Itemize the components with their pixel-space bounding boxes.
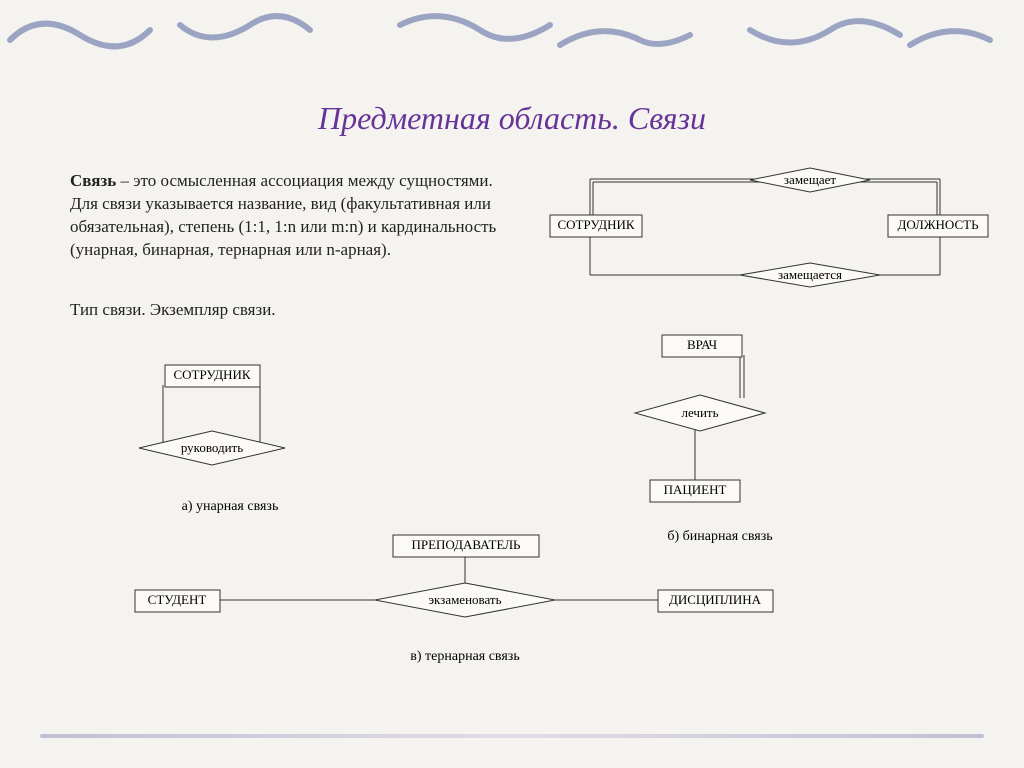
entity-discipline: ДИСЦИПЛИНА [669, 592, 762, 607]
diagram-top: замещает замещается СОТРУДНИК ДОЛЖНОСТЬ [540, 165, 1000, 305]
caption-c: в) тернарная связь [410, 649, 519, 664]
rel-top-label: замещает [784, 172, 836, 187]
diagram-a: СОТРУДНИК руководить а) унарная связь [115, 355, 375, 535]
entity-position: ДОЛЖНОСТЬ [897, 217, 979, 232]
caption-a: а) унарная связь [182, 499, 279, 514]
entity-a: СОТРУДНИК [173, 367, 250, 382]
term-bold: Связь [70, 171, 116, 190]
term-text: – это осмысленная ассоциация между сущно… [70, 171, 496, 259]
decor-bottom [40, 734, 984, 738]
rel-bottom-label: замещается [778, 267, 842, 282]
entity-patient: ПАЦИЕНТ [664, 482, 727, 497]
entity-teacher: ПРЕПОДАВАТЕЛЬ [411, 537, 521, 552]
description: Связь – это осмысленная ассоциация между… [70, 170, 500, 262]
entity-employee: СОТРУДНИК [557, 217, 634, 232]
entity-student: СТУДЕНТ [148, 592, 207, 607]
diagram-c: ПРЕПОДАВАТЕЛЬ СТУДЕНТ экзаменовать ДИСЦИ… [115, 530, 815, 700]
description2: Тип связи. Экземпляр связи. [70, 300, 276, 320]
rel-a: руководить [181, 440, 243, 455]
entity-doctor: ВРАЧ [687, 337, 718, 352]
decor-top [0, 0, 1024, 80]
rel-c: экзаменовать [428, 592, 501, 607]
page-title: Предметная область. Связи [0, 100, 1024, 137]
rel-b: лечить [681, 405, 718, 420]
